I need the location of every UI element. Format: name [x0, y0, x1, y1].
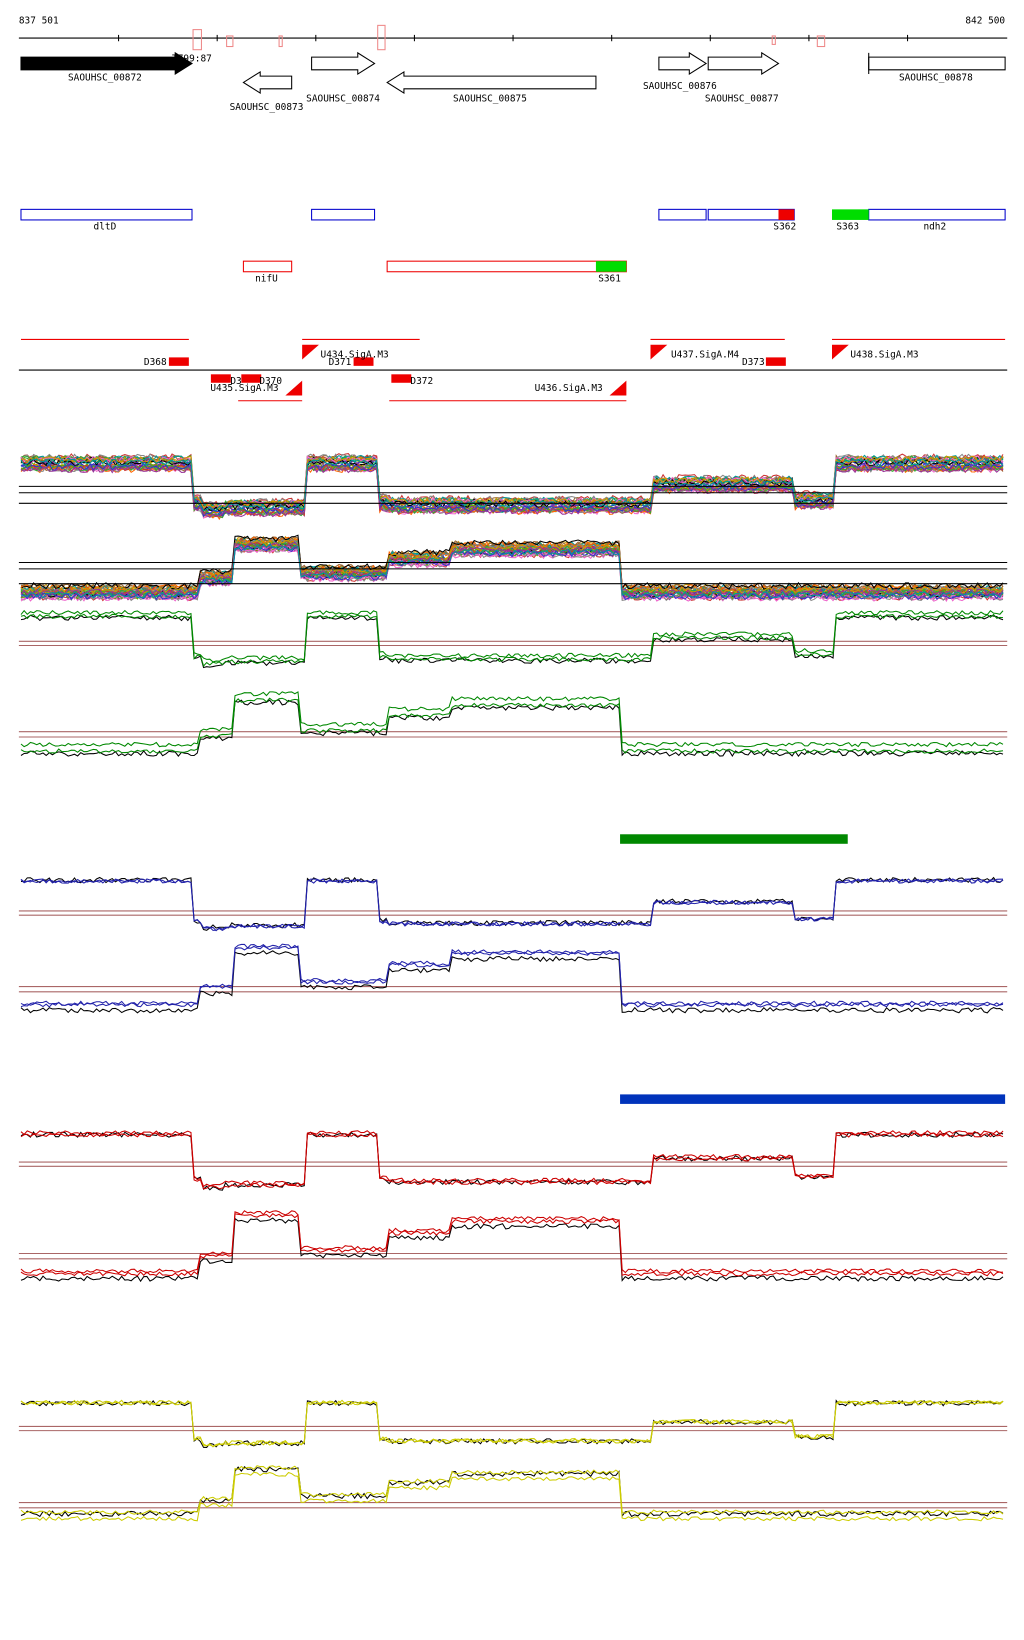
feature-label: D373: [742, 357, 765, 368]
region-box: [658, 208, 707, 221]
gene-arrow: [658, 51, 708, 75]
promoter-flag: [650, 344, 668, 360]
region-fill: [832, 209, 869, 220]
condition-bar: [620, 1094, 1006, 1104]
sample-trace: [20, 462, 1004, 518]
promoter-flag: [302, 344, 319, 360]
sample-trace: [20, 538, 1004, 595]
region-box: [242, 260, 293, 273]
feature-box: [765, 357, 786, 366]
feature-box: [210, 374, 231, 383]
marker-box: [226, 35, 234, 48]
marker-label: T799:87: [172, 53, 212, 64]
gene-arrow: [707, 51, 780, 75]
feature-box: [391, 374, 412, 383]
sample-trace: [20, 455, 1004, 510]
gene-label: SAOUHSC_00876: [643, 81, 717, 92]
mean-trace: [20, 697, 1004, 754]
mean-trace: [20, 1217, 1004, 1283]
mean-trace: [20, 878, 1004, 932]
gene-arrow: [868, 56, 1006, 71]
marker-box: [377, 24, 386, 51]
feature-label: D372: [410, 376, 433, 387]
marker-box: [771, 35, 776, 45]
mean-trace: [20, 1210, 1004, 1274]
mean-trace: [20, 699, 1004, 758]
region-label: S362: [773, 221, 796, 232]
region-box: [311, 208, 376, 221]
marker-box: [278, 35, 283, 48]
feature-label: D370: [259, 376, 282, 387]
feature-label: U434.SigA.M3: [321, 349, 389, 360]
feature-box: [353, 357, 374, 366]
region-fill: [595, 261, 627, 272]
region-fill: [778, 209, 795, 220]
mean-trace: [20, 613, 1004, 667]
feature-label: D368: [144, 357, 167, 368]
gene-label: SAOUHSC_00873: [230, 102, 304, 113]
end-coordinate: 842 500: [965, 15, 1005, 26]
marker-box: [192, 29, 202, 51]
mean-trace: [20, 691, 1004, 748]
gene-arrow: [242, 70, 293, 95]
gene-label: SAOUHSC_00877: [705, 93, 779, 104]
feature-label: D371: [329, 357, 352, 368]
sample-trace: [20, 464, 1004, 519]
feature-box: [168, 357, 189, 366]
feature-label: U436.SigA.M3: [535, 383, 603, 394]
marker-box: [816, 35, 826, 48]
gene-label: SAOUHSC_00875: [453, 93, 527, 104]
region-label: S363: [836, 221, 859, 232]
feature-label: U435.SigA.M3: [210, 383, 278, 394]
gene-label: SAOUHSC_00878: [899, 72, 973, 83]
gene-label: SAOUHSC_00874: [306, 93, 380, 104]
gene-arrow: [311, 51, 376, 75]
sample-trace: [20, 541, 1004, 597]
mean-trace: [20, 945, 1004, 1008]
gene-label: SAOUHSC_00872: [68, 72, 142, 83]
mean-trace: [20, 876, 1004, 931]
region-label: ndh2: [923, 221, 946, 232]
mean-trace: [20, 1132, 1004, 1190]
feature-label: U438.SigA.M3: [850, 349, 918, 360]
sample-trace: [20, 465, 1004, 518]
promoter-flag: [609, 380, 627, 396]
mean-trace: [20, 1399, 1004, 1448]
start-coordinate: 837 501: [19, 15, 59, 26]
mean-trace: [20, 878, 1004, 932]
region-box: [868, 208, 1006, 221]
mean-trace: [20, 1471, 1004, 1522]
mean-trace: [20, 609, 1004, 663]
mean-trace: [20, 943, 1004, 1007]
gene-arrow: [20, 51, 193, 75]
region-label: nifU: [255, 273, 278, 284]
region-box: [20, 208, 193, 221]
mean-trace: [20, 950, 1004, 1014]
condition-bar: [620, 834, 848, 844]
feature-label: U437.SigA.M4: [671, 349, 739, 360]
mean-trace: [20, 1465, 1004, 1515]
mean-trace: [20, 1466, 1004, 1518]
mean-trace: [20, 1400, 1004, 1447]
feature-box: [241, 374, 262, 383]
gene-arrow: [386, 70, 597, 95]
promoter-flag: [832, 344, 849, 360]
mean-trace: [20, 1212, 1004, 1277]
mean-trace: [20, 1129, 1004, 1188]
promoter-flag: [285, 380, 303, 396]
sample-trace: [20, 543, 1004, 599]
region-label: dltD: [94, 221, 117, 232]
region-box: [386, 260, 627, 273]
region-label: S361: [598, 273, 621, 284]
feature-label: D3: [230, 376, 241, 387]
sample-trace: [20, 463, 1004, 517]
sample-trace: [20, 455, 1004, 511]
